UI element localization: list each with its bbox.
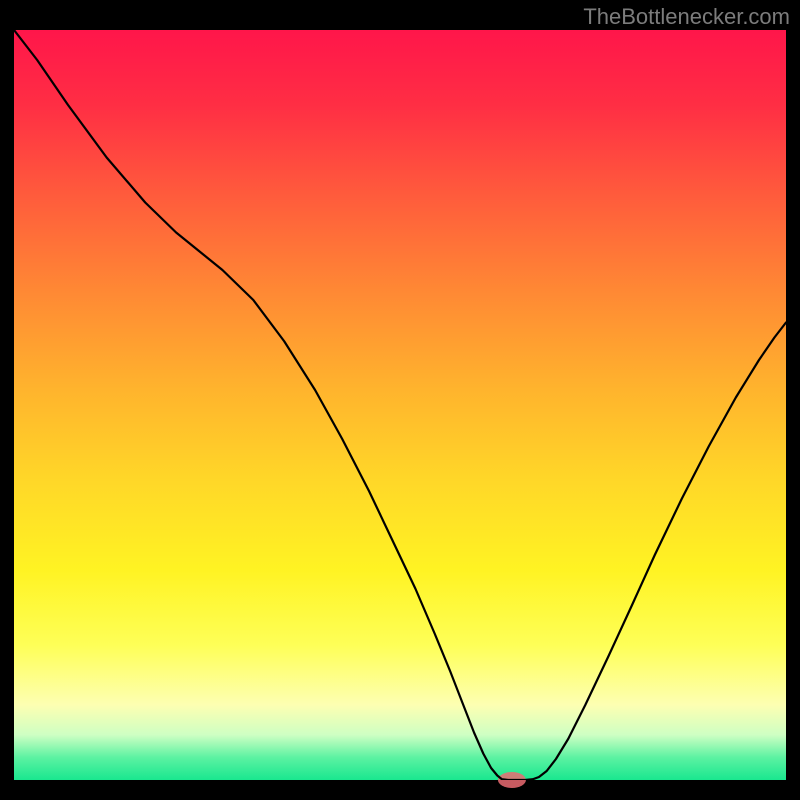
chart-container: TheBottlenecker.com bbox=[0, 0, 800, 800]
watermark-text: TheBottlenecker.com bbox=[583, 4, 790, 29]
watermark-label: TheBottlenecker.com bbox=[583, 4, 790, 30]
bottleneck-chart bbox=[0, 0, 800, 800]
chart-background-gradient bbox=[14, 30, 786, 780]
